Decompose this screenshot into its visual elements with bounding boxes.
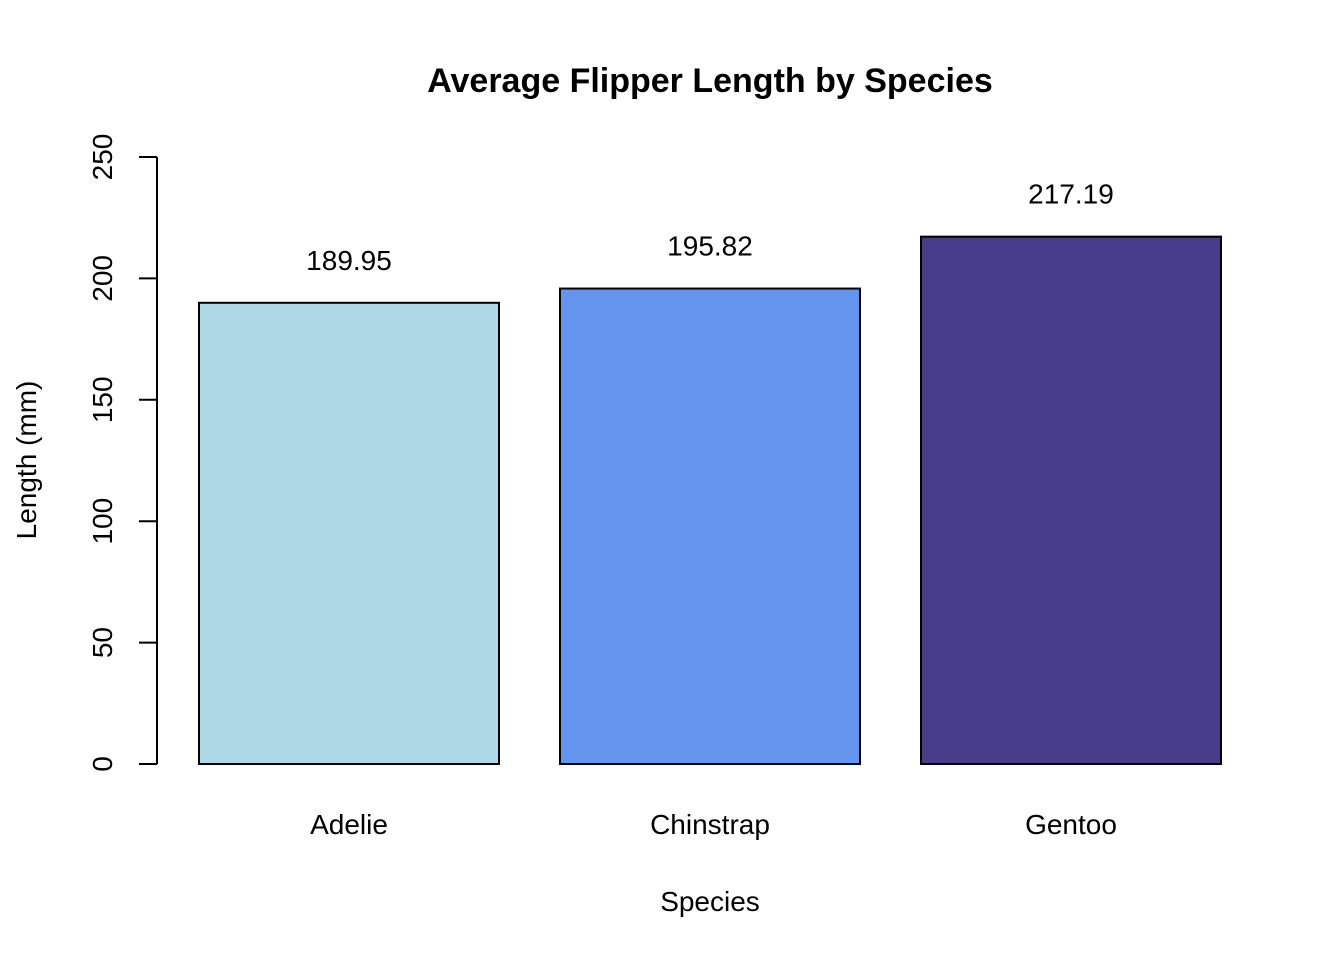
y-tick-label-4: 200 [87,255,118,302]
y-tick-label-0: 0 [87,756,118,772]
y-tick-label-1: 50 [87,627,118,658]
bars [198,235,1222,766]
bar-chinstrap [559,287,861,765]
data-label-gentoo: 217.19 [1028,179,1114,210]
bar-gentoo [920,235,1222,766]
data-label-adelie: 189.95 [306,245,392,276]
x-axis-label: Species [660,886,760,917]
x-tick-label-gentoo: Gentoo [1025,809,1117,840]
x-tick-label-chinstrap: Chinstrap [650,809,770,840]
data-label-chinstrap: 195.82 [667,231,753,262]
y-axis-label: Length (mm) [11,381,42,540]
chart-title: Average Flipper Length by Species [427,62,993,100]
y-tick-label-5: 250 [87,134,118,181]
bar-adelie [198,301,500,765]
y-tick-label-3: 150 [87,376,118,423]
y-axis: 0 50 100 150 200 250 [87,134,158,772]
data-labels: 189.95 195.82 217.19 [306,179,1114,276]
x-tick-label-adelie: Adelie [310,809,388,840]
category-labels: Adelie Chinstrap Gentoo [310,809,1117,840]
y-tick-label-2: 100 [87,498,118,545]
